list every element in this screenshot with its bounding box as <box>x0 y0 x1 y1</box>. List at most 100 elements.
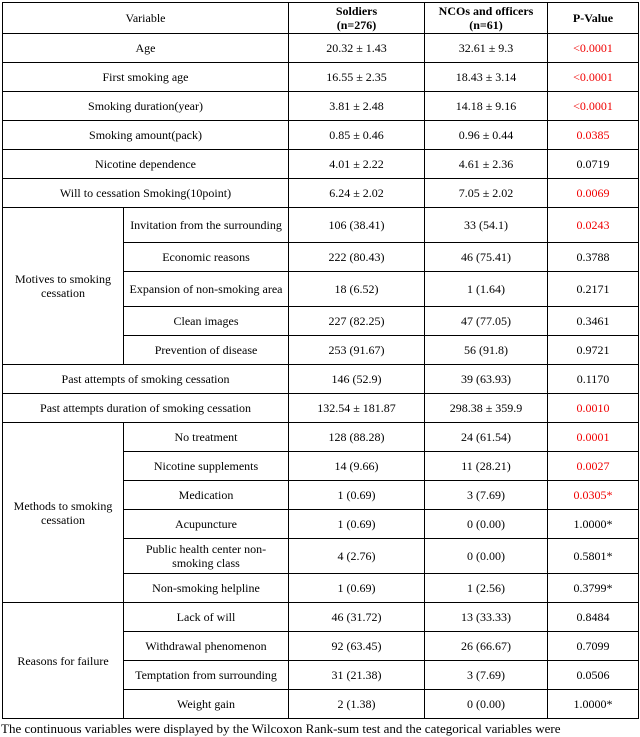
table-row: First smoking age 16.55 ± 2.35 18.43 ± 3… <box>1 62 640 93</box>
soldiers-cell: 1 (0.69) <box>288 480 426 511</box>
soldiers-cell: 227 (82.25) <box>288 306 426 337</box>
header-soldiers: Soldiers (n=276) <box>288 1 426 35</box>
ncos-cell: 13 (33.33) <box>424 602 549 633</box>
table-row: Public health center non-smoking class 4… <box>3 538 640 575</box>
table-row: Medication 1 (0.69) 3 (7.69) 0.0305* <box>3 480 640 511</box>
ncos-cell: 18.43 ± 3.14 <box>424 62 549 93</box>
ncos-cell: 14.18 ± 9.16 <box>424 91 549 122</box>
pvalue-cell: 0.0027 <box>547 451 640 482</box>
variable-cell: Past attempts duration of smoking cessat… <box>1 393 290 424</box>
ncos-cell: 3 (7.69) <box>424 660 549 691</box>
header-variable: Variable <box>1 1 290 35</box>
table-row: Acupuncture 1 (0.69) 0 (0.00) 1.0000* <box>3 509 640 540</box>
footnote-text: The continuous variables were displayed … <box>1 721 561 737</box>
table-row: Age 20.32 ± 1.43 32.61 ± 9.3 <0.0001 <box>1 33 640 64</box>
soldiers-cell: 20.32 ± 1.43 <box>288 33 426 64</box>
statistics-table: Variable Soldiers (n=276) NCOs and offic… <box>1 1 640 720</box>
table-row: Temptation from surrounding 31 (21.38) 3… <box>3 660 640 691</box>
ncos-cell: 298.38 ± 359.9 <box>424 393 549 424</box>
soldiers-cell: 16.55 ± 2.35 <box>288 62 426 93</box>
ncos-cell: 1 (1.64) <box>424 271 549 308</box>
variable-cell: Smoking amount(pack) <box>1 120 290 151</box>
pvalue-cell: 1.0000* <box>547 509 640 540</box>
pvalue-cell: 0.0010 <box>547 393 640 424</box>
variable-cell: Non-smoking helpline <box>122 573 290 604</box>
ncos-cell: 26 (66.67) <box>424 631 549 662</box>
pvalue-cell: 0.0243 <box>547 207 640 244</box>
pvalue-cell: <0.0001 <box>547 33 640 64</box>
header-soldiers-line1: Soldiers <box>335 4 378 18</box>
variable-cell: First smoking age <box>1 62 290 93</box>
pvalue-cell: 0.7099 <box>547 631 640 662</box>
soldiers-cell: 222 (80.43) <box>288 242 426 273</box>
variable-cell: Public health center non-smoking class <box>122 538 290 575</box>
ncos-cell: 0 (0.00) <box>424 538 549 575</box>
variable-cell: Nicotine supplements <box>122 451 290 482</box>
table-row: Prevention of disease 253 (91.67) 56 (91… <box>3 335 640 366</box>
table-row: Smoking duration(year) 3.81 ± 2.48 14.18… <box>1 91 640 122</box>
ncos-cell: 11 (28.21) <box>424 451 549 482</box>
group-cell-methods: Methods to smoking cessation <box>2 422 124 604</box>
header-ncos: NCOs and officers (n=61) <box>424 1 549 35</box>
table-row: Clean images 227 (82.25) 47 (77.05) 0.34… <box>3 306 640 337</box>
pvalue-cell: 0.3799* <box>547 573 640 604</box>
pvalue-cell: 0.5801* <box>547 538 640 575</box>
pvalue-cell: 0.1170 <box>547 364 640 395</box>
ncos-cell: 1 (2.56) <box>424 573 549 604</box>
table-row: Non-smoking helpline 1 (0.69) 1 (2.56) 0… <box>3 573 640 604</box>
variable-cell: Expansion of non-smoking area <box>122 271 290 308</box>
soldiers-cell: 4 (2.76) <box>288 538 426 575</box>
variable-cell: Invitation from the surrounding <box>122 207 290 244</box>
soldiers-cell: 31 (21.38) <box>288 660 426 691</box>
group-cell-reasons: Reasons for failure <box>2 602 124 720</box>
table-row: Will to cessation Smoking(10point) 6.24 … <box>1 178 640 209</box>
pvalue-cell: 0.0305* <box>547 480 640 511</box>
header-row: Variable Soldiers (n=276) NCOs and offic… <box>1 1 640 35</box>
ncos-cell: 33 (54.1) <box>424 207 549 244</box>
table-row: Nicotine dependence 4.01 ± 2.22 4.61 ± 2… <box>1 149 640 180</box>
soldiers-cell: 132.54 ± 181.87 <box>288 393 426 424</box>
header-ncos-line2: (n=61) <box>469 18 503 33</box>
header-ncos-line1: NCOs and officers <box>438 4 534 18</box>
soldiers-cell: 14 (9.66) <box>288 451 426 482</box>
variable-cell: No treatment <box>122 422 290 453</box>
soldiers-cell: 1 (0.69) <box>288 509 426 540</box>
pvalue-cell: 0.0719 <box>547 149 640 180</box>
pvalue-cell: 0.0069 <box>547 178 640 209</box>
variable-cell: Will to cessation Smoking(10point) <box>1 178 290 209</box>
table-row: Motives to smoking cessation Invitation … <box>2 207 640 366</box>
variable-cell: Medication <box>122 480 290 511</box>
ncos-cell: 0.96 ± 0.44 <box>424 120 549 151</box>
variable-cell: Economic reasons <box>122 242 290 273</box>
ncos-cell: 7.05 ± 2.02 <box>424 178 549 209</box>
ncos-cell: 47 (77.05) <box>424 306 549 337</box>
ncos-cell: 39 (63.93) <box>424 364 549 395</box>
variable-cell: Weight gain <box>122 689 290 720</box>
soldiers-cell: 18 (6.52) <box>288 271 426 308</box>
variable-cell: Lack of will <box>122 602 290 633</box>
ncos-cell: 0 (0.00) <box>424 689 549 720</box>
header-soldiers-line2: (n=276) <box>336 18 377 33</box>
table-row: Economic reasons 222 (80.43) 46 (75.41) … <box>3 242 640 273</box>
soldiers-cell: 92 (63.45) <box>288 631 426 662</box>
variable-cell: Clean images <box>122 306 290 337</box>
table-row: Methods to smoking cessation No treatmen… <box>2 422 640 604</box>
pvalue-cell: 0.8484 <box>547 602 640 633</box>
variable-cell: Withdrawal phenomenon <box>122 631 290 662</box>
group-cell-motives: Motives to smoking cessation <box>2 207 124 366</box>
variable-cell: Prevention of disease <box>122 335 290 366</box>
soldiers-cell: 146 (52.9) <box>288 364 426 395</box>
table-row: Past attempts duration of smoking cessat… <box>1 393 640 424</box>
variable-cell: Acupuncture <box>122 509 290 540</box>
variable-cell: Smoking duration(year) <box>1 91 290 122</box>
variable-cell: Temptation from surrounding <box>122 660 290 691</box>
ncos-cell: 56 (91.8) <box>424 335 549 366</box>
variable-cell: Past attempts of smoking cessation <box>1 364 290 395</box>
pvalue-cell: 1.0000* <box>547 689 640 720</box>
pvalue-cell: <0.0001 <box>547 91 640 122</box>
variable-cell: Nicotine dependence <box>1 149 290 180</box>
pvalue-cell: 0.0506 <box>547 660 640 691</box>
pvalue-cell: 0.2171 <box>547 271 640 308</box>
soldiers-cell: 106 (38.41) <box>288 207 426 244</box>
soldiers-cell: 6.24 ± 2.02 <box>288 178 426 209</box>
